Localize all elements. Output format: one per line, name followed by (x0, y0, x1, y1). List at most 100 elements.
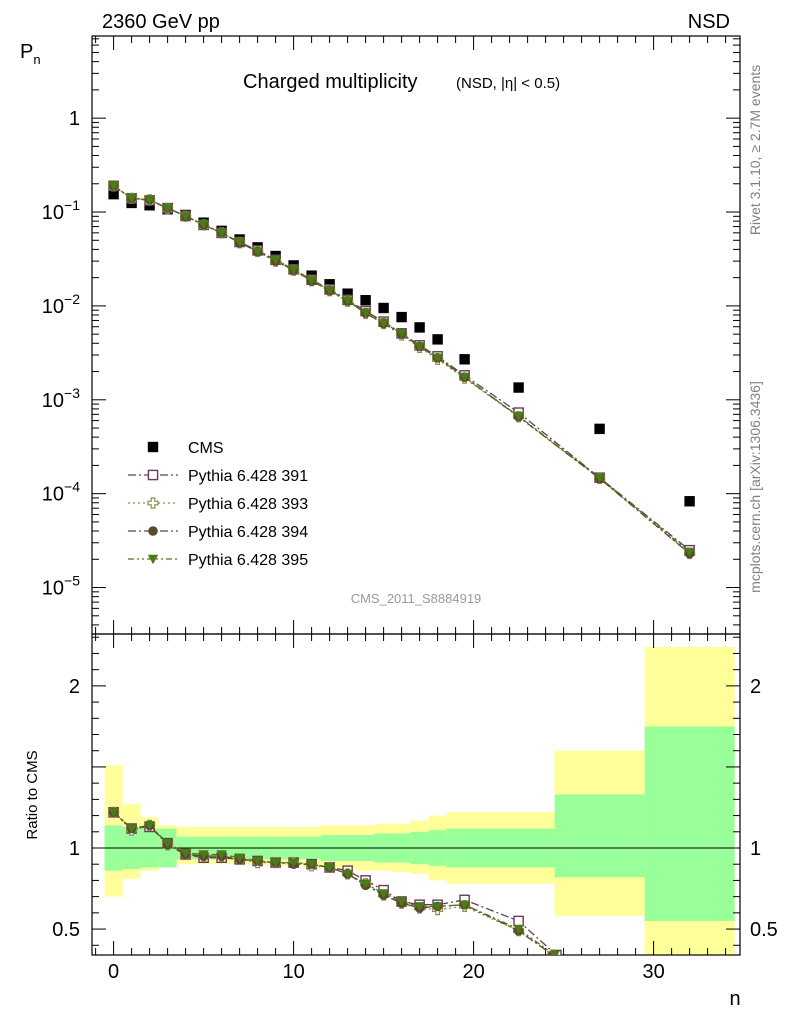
main-series-4-point (684, 547, 695, 558)
legend-label: CMS (188, 440, 224, 457)
main-series-4-point (144, 195, 155, 205)
main-series-0-point (459, 354, 470, 365)
ratio-series-3-point (306, 860, 317, 870)
main-plot-series (108, 180, 696, 560)
main-series-4 (108, 181, 695, 558)
ratio-y-tick-labels: 0.5 0.5 1 1 2 2 (52, 676, 778, 941)
ratio-series-2-line (113, 811, 554, 955)
x-tick-label-1: 10 (282, 961, 304, 983)
legend-entry-0: CMS (147, 440, 224, 457)
ratio-stat-band-21 (644, 726, 735, 921)
main-y-tick-label-1: 10−4 (42, 479, 80, 506)
ratio-series-0-point (513, 915, 524, 927)
main-series-4-point (234, 237, 245, 248)
ratio-series-3-point (126, 824, 137, 834)
ratio-y-tick-label-left-1: 1 (69, 838, 80, 860)
ratio-series-3-point (459, 900, 470, 910)
ratio-y-axis-label: Ratio to CMS (24, 750, 41, 839)
main-series-4-point (180, 212, 191, 222)
main-series-4-point (396, 329, 407, 339)
ratio-series-3-point (270, 858, 281, 868)
legend-marker (147, 469, 159, 481)
main-series-4-point (126, 194, 137, 204)
main-y-tick-label-3: 10−2 (42, 291, 80, 318)
main-y-tick-label-0: 10−5 (42, 573, 80, 600)
axis-ticks (92, 36, 740, 955)
ratio-series-3-point (144, 821, 155, 831)
main-y-tick-label-5: 1 (69, 108, 80, 130)
ratio-series-1-line (113, 811, 554, 955)
ratio-series-3-point (252, 856, 263, 867)
ratio-series-3-point (414, 902, 425, 912)
ratio-y-tick-label-right-2: 2 (750, 676, 761, 698)
x-tick-labels: 0 10 20 30 (108, 961, 665, 983)
ratio-series-3 (108, 808, 560, 955)
ratio-series-3-point (378, 889, 389, 899)
ratio-series-3-point (108, 808, 119, 818)
main-series-0-point (684, 496, 695, 507)
main-series-4-point (216, 228, 227, 239)
main-series-4-point (108, 181, 119, 192)
main-series-0-point (378, 302, 389, 314)
main-series-4-point (270, 255, 281, 265)
main-series-0-point (513, 382, 524, 393)
main-series-4-line (113, 185, 691, 553)
main-series-4-point (378, 318, 389, 329)
ratio-series-3-point (216, 850, 227, 860)
legend-marker (147, 497, 159, 509)
legend-label: Pythia 6.428 391 (188, 468, 308, 485)
legend-label: Pythia 6.428 393 (188, 496, 308, 513)
main-plot-frame (91, 35, 741, 635)
main-series-0-point (342, 288, 353, 299)
ratio-series-3-point (288, 858, 299, 868)
main-series-4-point (306, 275, 317, 286)
legend-label: Pythia 6.428 395 (188, 552, 308, 569)
ratio-series-3-line (113, 811, 555, 955)
main-series-0-point (414, 322, 425, 333)
main-series-0-point (594, 423, 605, 435)
x-axis-label: n (729, 988, 740, 1010)
legend-entry-1: Pythia 6.428 391 (128, 468, 308, 485)
main-series-0 (108, 188, 695, 507)
main-series-4-point (198, 220, 209, 230)
ratio-y-tick-label-right-1: 1 (750, 838, 761, 860)
ratio-series-3-point (549, 950, 560, 955)
main-series-4-point (252, 247, 263, 257)
legend-marker (147, 554, 159, 565)
ratio-series-3-point (180, 848, 191, 859)
ratio-uncertainty-bands (104, 646, 735, 955)
ratio-series-3-point (432, 902, 443, 912)
legend-marker (147, 441, 159, 453)
header-beam-label: 2360 GeV pp (102, 11, 220, 33)
main-series-0-point (108, 188, 119, 200)
chart-subtitle: (NSD, |η| < 0.5) (456, 75, 560, 92)
x-tick-label-2: 20 (462, 961, 484, 983)
main-y-tick-labels: 10−5 10−4 10−3 10−2 10−1 1 (42, 108, 80, 599)
ratio-y-tick-label-left-0: 0.5 (52, 919, 80, 941)
main-series-4-point (342, 296, 353, 306)
legend-entry-2: Pythia 6.428 393 (128, 496, 308, 513)
y-axis-label: Pn (20, 41, 41, 67)
ratio-series-3-point (234, 853, 245, 863)
legend-entry-3: Pythia 6.428 394 (128, 524, 308, 541)
legend: CMS Pythia 6.428 391 Pythia 6.428 393 Pythi… (128, 440, 308, 569)
main-series-4-point (432, 353, 443, 364)
main-series-4-point (513, 411, 524, 422)
ratio-series-3-point (162, 838, 173, 849)
ratio-series-3-point (198, 850, 209, 860)
ratio-series-3-point (324, 863, 335, 873)
ratio-y-tick-label-right-0: 0.5 (750, 919, 778, 941)
main-series-4-point (162, 203, 173, 214)
ratio-plot-series (108, 806, 562, 955)
header-process-label: NSD (688, 11, 730, 33)
main-series-0-point (360, 295, 371, 306)
main-series-0-point (396, 311, 407, 323)
main-y-tick-label-2: 10−3 (42, 385, 80, 412)
ratio-series-0-line (113, 811, 557, 955)
x-tick-label-0: 0 (108, 961, 119, 983)
ratio-stat-band-20 (554, 794, 645, 878)
mcplots-reference-label: mcplots.cern.ch [arXiv:1306.3436] (747, 381, 763, 593)
chart-title: Charged multiplicity (243, 71, 418, 93)
rivet-version-label: Rivet 3.1.10, ≥ 2.7M events (747, 65, 763, 235)
